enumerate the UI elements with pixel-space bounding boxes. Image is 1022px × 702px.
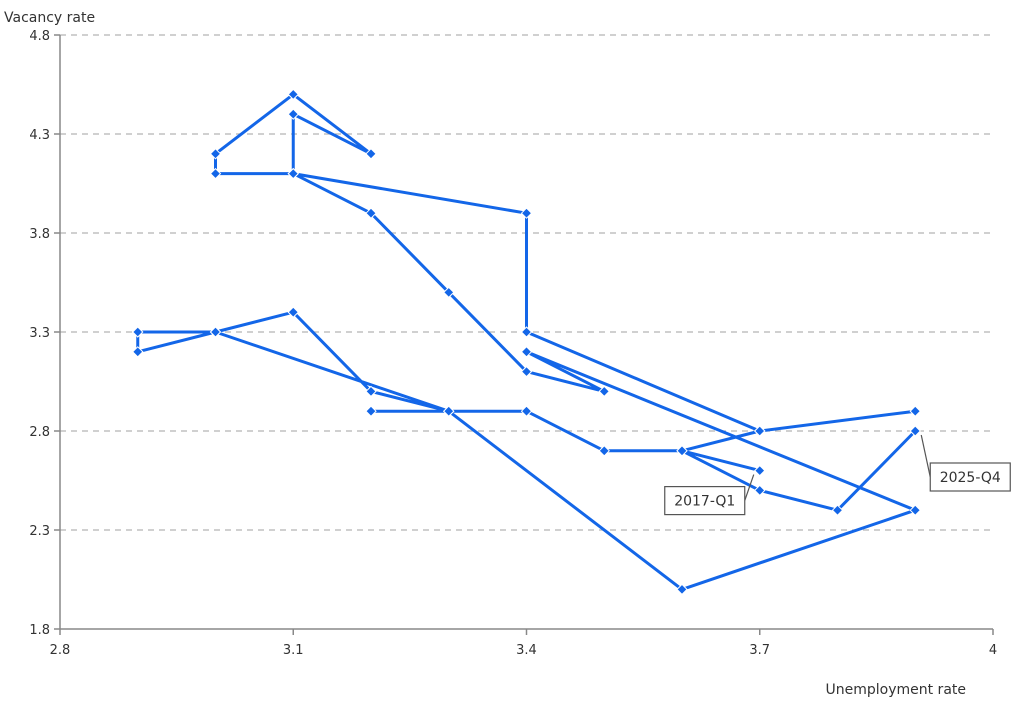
data-point bbox=[209, 326, 222, 338]
axes: 1.8 2.3 2.8 3.3 3.8 4.3 4.8 2.8 3.1 3.4 3.7 4 bbox=[29, 29, 997, 658]
annotations: 2017-Q1 2025-Q4 bbox=[664, 434, 1011, 516]
annotation-leader bbox=[920, 434, 931, 478]
data-point bbox=[754, 484, 766, 497]
data-point bbox=[909, 425, 921, 437]
data-point bbox=[365, 385, 377, 398]
annotation-label: 2025-Q4 bbox=[940, 470, 1001, 486]
data-point bbox=[520, 405, 533, 417]
x-tick-label: 2.8 bbox=[50, 643, 71, 658]
y-axis-title: Vacancy rate bbox=[4, 10, 95, 26]
data-point bbox=[831, 504, 844, 516]
y-tick-label: 1.8 bbox=[29, 623, 50, 638]
data-point bbox=[365, 405, 377, 417]
y-tick-label: 4.8 bbox=[29, 29, 50, 44]
data-point bbox=[287, 88, 299, 101]
annotation-box bbox=[664, 486, 746, 516]
data-point bbox=[287, 306, 299, 318]
data-point bbox=[676, 445, 688, 457]
y-tick-label: 4.3 bbox=[29, 128, 50, 143]
data-point bbox=[209, 167, 222, 180]
data-point bbox=[909, 504, 921, 516]
data-point bbox=[365, 207, 377, 219]
data-point bbox=[520, 346, 533, 358]
annotation: 2017-Q1 bbox=[664, 474, 755, 516]
data-point bbox=[520, 365, 533, 378]
series-line bbox=[136, 92, 917, 591]
data-point bbox=[132, 346, 144, 358]
data-point bbox=[443, 405, 455, 417]
x-tick-label: 3.1 bbox=[283, 643, 304, 658]
data-point bbox=[287, 167, 299, 180]
x-tick-label: 3.7 bbox=[749, 643, 770, 658]
data-point bbox=[598, 385, 610, 398]
annotation-box bbox=[929, 462, 1011, 492]
y-tick-label: 2.8 bbox=[29, 425, 50, 440]
data-point bbox=[520, 326, 533, 338]
annotation-leader bbox=[744, 474, 755, 501]
data-point bbox=[520, 207, 533, 219]
data-point bbox=[754, 464, 766, 477]
series bbox=[132, 88, 921, 596]
data-point bbox=[287, 108, 299, 120]
annotation-label: 2017-Q1 bbox=[674, 494, 735, 510]
y-tick-label: 3.8 bbox=[29, 227, 50, 242]
data-point bbox=[754, 425, 766, 437]
data-point bbox=[676, 583, 688, 596]
data-point bbox=[598, 445, 610, 457]
x-axis-title: Unemployment rate bbox=[826, 682, 967, 698]
y-tick-label: 2.3 bbox=[29, 524, 50, 539]
data-point bbox=[443, 286, 455, 299]
data-point bbox=[365, 148, 377, 160]
x-tick-label: 4 bbox=[989, 643, 997, 658]
annotation: 2025-Q4 bbox=[920, 434, 1011, 492]
x-tick-label: 3.4 bbox=[516, 643, 537, 658]
data-point bbox=[132, 326, 144, 338]
data-point bbox=[209, 148, 222, 160]
data-point bbox=[909, 405, 921, 417]
y-tick-label: 3.3 bbox=[29, 326, 50, 341]
